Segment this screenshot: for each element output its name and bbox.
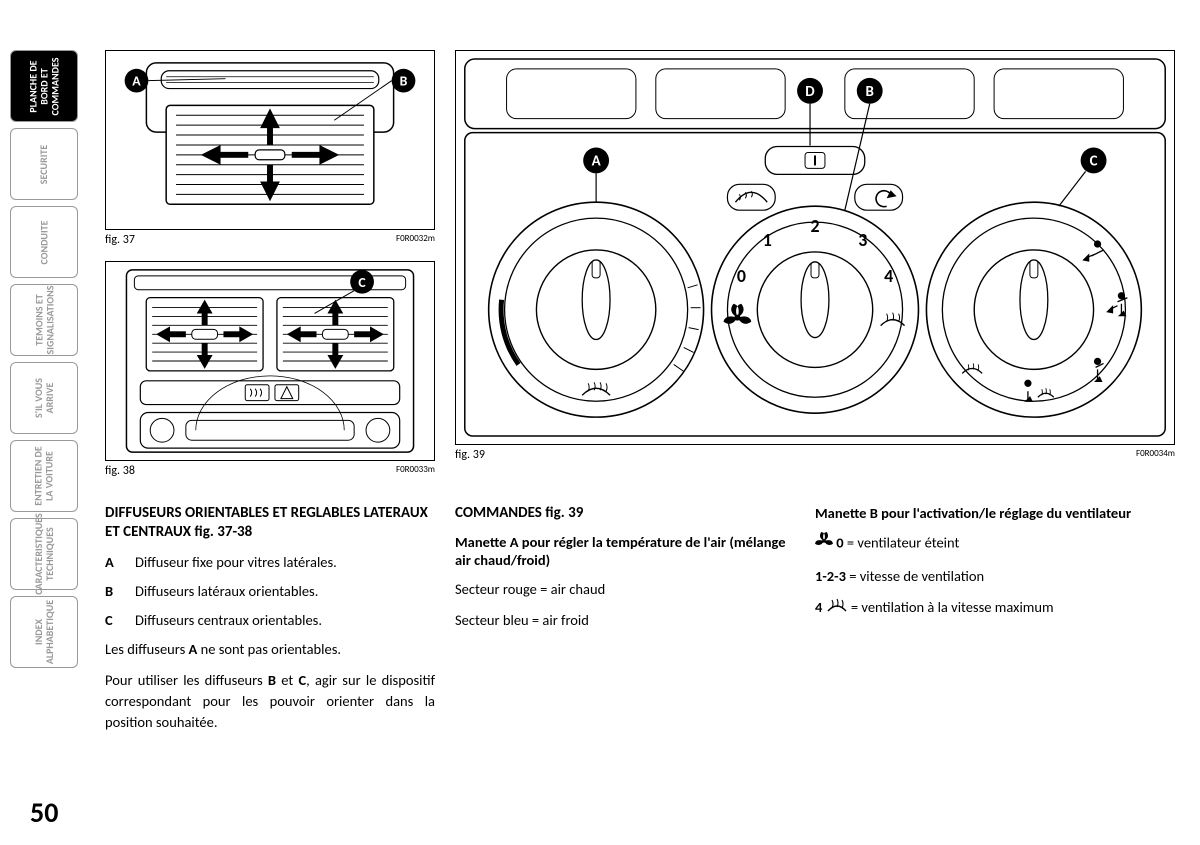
tab-entretien[interactable]: ENTRETIEN DE LA VOITURE [10,440,78,512]
page-number: 50 [30,795,58,830]
defrost-icon [826,598,848,620]
svg-text:4: 4 [884,265,893,287]
svg-text:C: C [358,274,366,291]
tab-conduite[interactable]: CONDUITE [10,206,78,278]
col2-heading: COMMANDES fig. 39 [455,504,795,523]
tab-index[interactable]: INDEX ALPHABETIQUE [10,596,78,668]
tab-planche[interactable]: PLANCHE DE BORD ET COMMANDES [10,50,78,122]
figure-37: A B [105,50,435,230]
sidebar-tabs: PLANCHE DE BORD ET COMMANDES SECURITE CO… [10,50,78,668]
tab-caracteristiques[interactable]: CARACTERISTIQUES TECHNIQUES [10,518,78,590]
figure-39-caption: fig. 39 F0R0034m [455,448,1175,462]
col3-l2: 1-2-3 = vitesse de ventilation [815,566,1175,587]
svg-text:B: B [400,73,408,90]
text-col-3: Manette B pour l'activation/le réglage d… [815,498,1175,743]
col3-l3: 4 = ventilation à la vitesse maximum [815,597,1175,620]
content-grid: A B fig. 37 F0R0032m [105,50,1170,743]
svg-text:1: 1 [763,229,772,251]
col1-heading: DIFFUSEURS ORIENTABLES ET REGLABLES LATE… [105,504,435,542]
svg-text:2: 2 [810,215,819,237]
col3-l1: 0 = ventilateur éteint [815,532,1175,556]
def-C: CDiffuseurs centraux orientables. [105,610,435,631]
tab-silvous[interactable]: S'IL VOUS ARRIVE [10,362,78,434]
text-col-1: DIFFUSEURS ORIENTABLES ET REGLABLES LATE… [105,498,435,743]
figure-38: C [105,261,435,461]
col3-sub: Manette B pour l'activation/le réglage d… [815,504,1175,522]
text-col-2: COMMANDES fig. 39 Manette A pour régler … [455,498,795,743]
svg-text:C: C [1090,152,1098,170]
svg-text:A: A [592,152,602,170]
def-B: BDiffuseurs latéraux orientables. [105,581,435,602]
tab-securite[interactable]: SECURITE [10,128,78,200]
figure-39: 0 1 2 3 4 [455,50,1175,445]
col1-para1: Les diffuseurs A ne sont pas orientables… [105,639,435,660]
col2-l2: Secteur bleu = air froid [455,610,795,631]
svg-text:0: 0 [737,265,746,287]
svg-text:A: A [132,73,141,90]
col1-para2: Pour utiliser les diffuseurs B et C, agi… [105,670,435,733]
def-A: ADiffuseur fixe pour vitres latérales. [105,552,435,573]
col2-l1: Secteur rouge = air chaud [455,579,795,600]
figure-38-caption: fig. 38 F0R0033m [105,464,435,478]
tab-temoins[interactable]: TEMOINS ET SIGNALISATIONS [10,284,78,356]
fan-icon [815,532,833,556]
col2-sub: Manette A pour régler la température de … [455,533,795,569]
svg-text:D: D [805,83,815,101]
figure-37-caption: fig. 37 F0R0032m [105,233,435,247]
svg-text:3: 3 [858,229,867,251]
svg-text:B: B [866,83,874,101]
